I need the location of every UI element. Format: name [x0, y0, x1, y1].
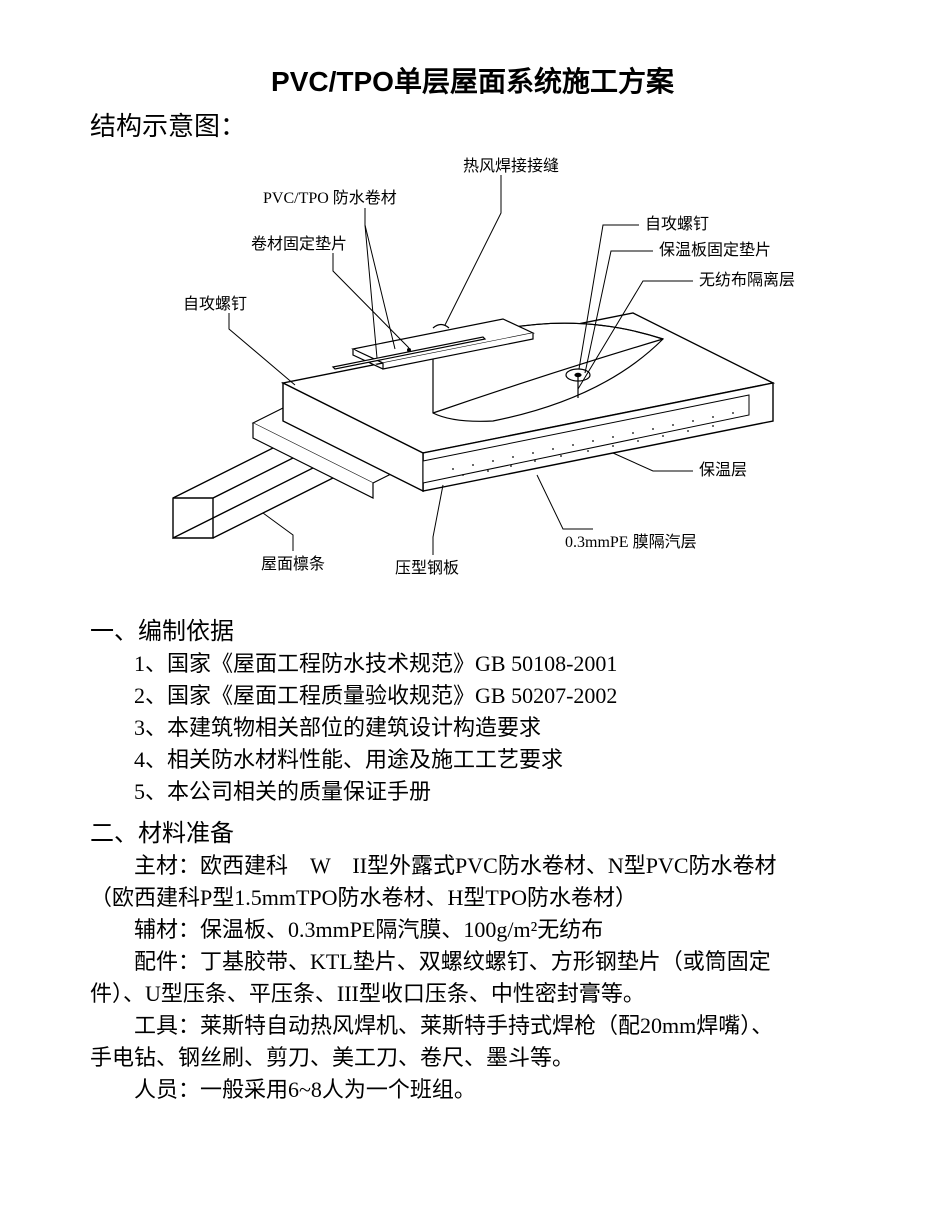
label-pad: 卷材固定垫片	[251, 235, 347, 253]
label-insul-pad: 保温板固定垫片	[659, 241, 771, 259]
label-deck: 压型钢板	[395, 559, 459, 577]
s2-parts-2: 件）、U型压条、平压条、III型收口压条、中性密封膏等。	[90, 978, 855, 1010]
diagram-subtitle: 结构示意图：	[90, 106, 855, 143]
diagram-container: 热风焊接接缝 PVC/TPO 防水卷材 卷材固定垫片 自攻螺钉 自攻螺钉 保温板…	[90, 153, 855, 593]
label-purlin: 屋面檩条	[261, 554, 325, 573]
label-nonwoven: 无纺布隔离层	[699, 271, 795, 289]
section2-head: 二、材料准备	[90, 813, 855, 848]
s2-aux: 辅材：保温板、0.3mmPE隔汽膜、100g/m²无纺布	[90, 914, 855, 946]
s1-item-4: 4、相关防水材料性能、用途及施工工艺要求	[90, 744, 855, 776]
s1-item-2: 2、国家《屋面工程质量验收规范》GB 50207-2002	[90, 680, 855, 712]
s1-item-5: 5、本公司相关的质量保证手册	[90, 776, 855, 808]
s2-tools-2: 手电钻、钢丝刷、剪刀、美工刀、卷尺、墨斗等。	[90, 1042, 855, 1074]
s2-crew: 人员：一般采用6~8人为一个班组。	[90, 1074, 855, 1106]
s2-tools-1: 工具：莱斯特自动热风焊机、莱斯特手持式焊枪（配20mm焊嘴）、	[90, 1010, 855, 1042]
page-title: PVC/TPO单层屋面系统施工方案	[90, 60, 855, 100]
label-screw-left: 自攻螺钉	[183, 295, 247, 313]
label-weld: 热风焊接接缝	[463, 157, 559, 175]
label-screw-right: 自攻螺钉	[645, 215, 709, 233]
s2-main-2: （欧西建科P型1.5mmTPO防水卷材、H型TPO防水卷材）	[90, 882, 855, 914]
s2-parts-1: 配件：丁基胶带、KTL垫片、双螺纹螺钉、方形钢垫片（或筒固定	[90, 946, 855, 978]
s2-main-1: 主材：欧西建科 W II型外露式PVC防水卷材、N型PVC防水卷材	[90, 850, 855, 882]
s1-item-1: 1、国家《屋面工程防水技术规范》GB 50108-2001	[90, 648, 855, 680]
s1-item-3: 3、本建筑物相关部位的建筑设计构造要求	[90, 712, 855, 744]
label-insul: 保温层	[699, 461, 747, 479]
label-pvc: PVC/TPO 防水卷材	[263, 189, 397, 207]
section1-head: 一、编制依据	[90, 611, 855, 646]
label-pe: 0.3mmPE 膜隔汽层	[565, 533, 697, 551]
structure-diagram: 热风焊接接缝 PVC/TPO 防水卷材 卷材固定垫片 自攻螺钉 自攻螺钉 保温板…	[133, 153, 813, 593]
